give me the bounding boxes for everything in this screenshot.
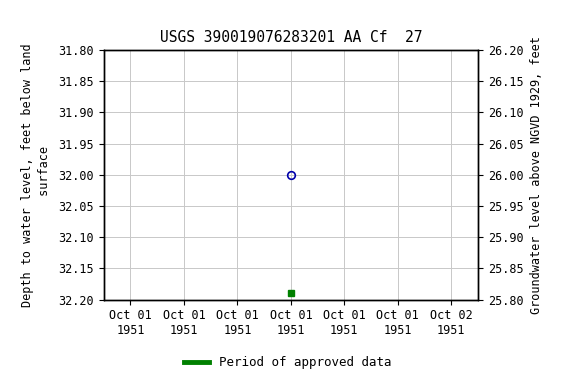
Y-axis label: Depth to water level, feet below land
 surface: Depth to water level, feet below land su… — [21, 43, 51, 306]
Legend: Period of approved data: Period of approved data — [179, 351, 397, 374]
Title: USGS 390019076283201 AA Cf  27: USGS 390019076283201 AA Cf 27 — [160, 30, 422, 45]
Y-axis label: Groundwater level above NGVD 1929, feet: Groundwater level above NGVD 1929, feet — [530, 36, 543, 314]
